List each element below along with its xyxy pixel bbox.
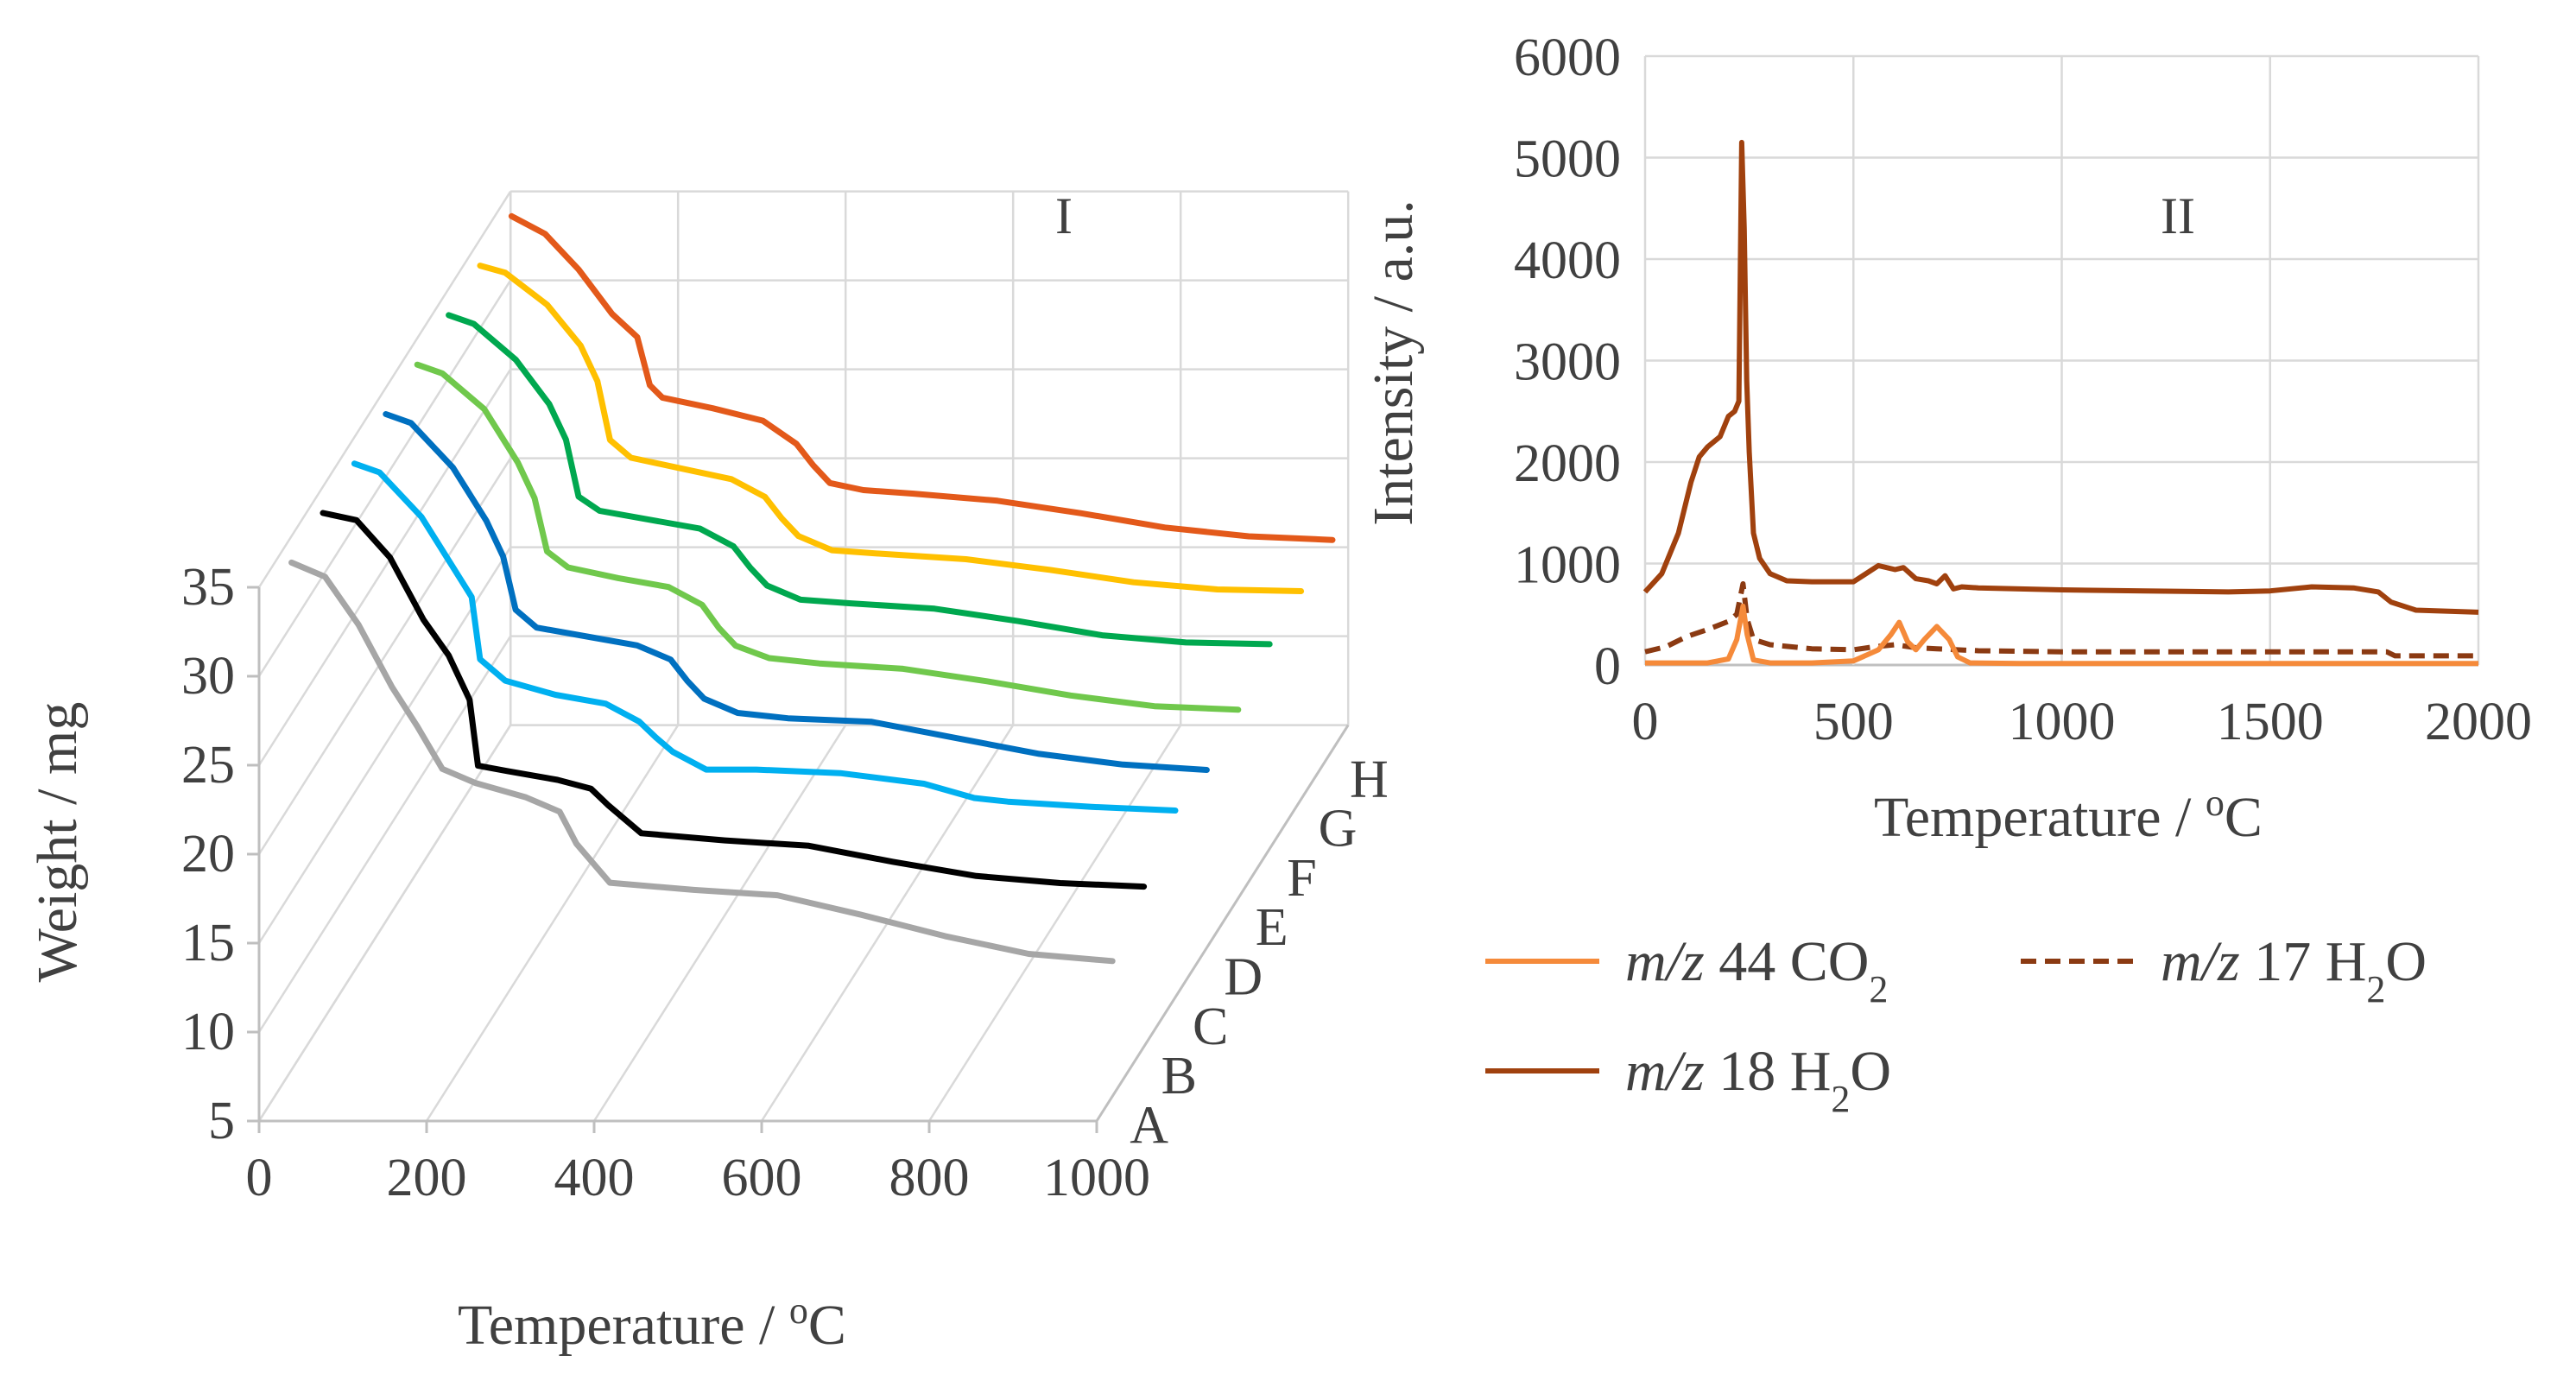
y-tick-label: 0 bbox=[1594, 637, 1621, 696]
series-line-H bbox=[508, 212, 1336, 543]
x-tick-label: 600 bbox=[722, 1149, 802, 1207]
panel-ii-y-axis-title: Intensity / a.u. bbox=[1362, 200, 1425, 526]
panel-i-grid bbox=[257, 190, 1350, 1122]
x-tick-label: 2000 bbox=[2425, 693, 2532, 751]
series-line-G bbox=[477, 263, 1305, 594]
series-label-C: C bbox=[1193, 998, 1228, 1056]
x-tick-label: 1000 bbox=[2009, 693, 2116, 751]
legend-mz: m/z bbox=[1625, 1040, 1718, 1103]
panel-ii-series-lines bbox=[1642, 139, 2479, 667]
series-label-F: F bbox=[1287, 849, 1316, 908]
side-wall-gridline bbox=[257, 190, 512, 588]
y-tick-label: 3000 bbox=[1514, 333, 1621, 392]
series-label-G: G bbox=[1319, 800, 1358, 858]
y-tick-label: 35 bbox=[181, 558, 235, 617]
legend-entry: m/z 18 H2O bbox=[1625, 1040, 1891, 1120]
y-tick-label: 6000 bbox=[1514, 28, 1621, 87]
y-tick-label: 30 bbox=[181, 647, 235, 706]
x-tick-label: 800 bbox=[889, 1149, 970, 1207]
series-line-D bbox=[383, 411, 1210, 773]
y-tick-label: 10 bbox=[181, 1003, 235, 1061]
y-tick-label: 1000 bbox=[1514, 536, 1621, 595]
y-tick-label: 20 bbox=[181, 825, 235, 884]
x-tick-label: 400 bbox=[554, 1149, 635, 1207]
panel-i-y-axis-title: Weight / mg bbox=[26, 702, 89, 983]
floor-gridline bbox=[927, 724, 1182, 1122]
series-line-m-z18-H2O bbox=[1642, 139, 2479, 615]
y-tick-label: 4000 bbox=[1514, 231, 1621, 290]
legend-entry: m/z 44 CO2 bbox=[1625, 930, 1888, 1010]
series-label-B: B bbox=[1161, 1047, 1197, 1105]
legend-subscript: 2 bbox=[1869, 968, 1888, 1010]
legend-subscript: 2 bbox=[1831, 1078, 1850, 1120]
series-line-E bbox=[414, 361, 1242, 713]
floor-gridline bbox=[425, 724, 680, 1122]
panel-i-label: I bbox=[1055, 187, 1073, 244]
y-tick-label: 5000 bbox=[1514, 130, 1621, 189]
x-tick-label: 0 bbox=[246, 1149, 273, 1207]
panel-ii-label: II bbox=[2161, 187, 2195, 244]
legend-mz: m/z bbox=[1625, 930, 1718, 993]
legend-name: 44 CO bbox=[1718, 930, 1869, 993]
legend-suffix: O bbox=[1850, 1040, 1891, 1103]
x-tick-label: 200 bbox=[387, 1149, 467, 1207]
x-tick-label: 0 bbox=[1632, 693, 1659, 751]
side-wall-gridline bbox=[257, 724, 512, 1122]
panel-ms-intensity: 0 1000 2000 3000 4000 5000 6000 0 500 1000 1500 200… bbox=[1362, 28, 2532, 1120]
legend-subscript: 2 bbox=[2366, 968, 2385, 1010]
y-tick-label: 5 bbox=[208, 1092, 235, 1150]
series-label-D: D bbox=[1224, 947, 1263, 1006]
y-tick-label: 2000 bbox=[1514, 434, 1621, 493]
x-tick-label: 500 bbox=[1813, 693, 1894, 751]
series-line-A bbox=[288, 559, 1116, 965]
panel-ii-x-axis-title: Temperature / oC bbox=[1874, 782, 2263, 850]
series-label-E: E bbox=[1256, 898, 1288, 957]
series-line-m-z17-H2O bbox=[1644, 581, 2478, 659]
side-wall-gridline bbox=[257, 457, 512, 855]
floor-gridline bbox=[592, 724, 847, 1122]
panel-i-x-axis-title: Temperature / oC bbox=[458, 1289, 846, 1358]
legend-suffix: O bbox=[2385, 930, 2427, 993]
series-line-B bbox=[320, 510, 1148, 890]
side-wall-gridline bbox=[257, 368, 512, 766]
panel-i-axes bbox=[247, 586, 1350, 1133]
legend-name: 17 H bbox=[2254, 930, 2366, 993]
y-tick-label: 25 bbox=[181, 736, 235, 795]
side-wall-gridline bbox=[257, 635, 512, 1033]
x-tick-label: 1500 bbox=[2217, 693, 2324, 751]
panel-i-series-lines bbox=[288, 212, 1336, 965]
depth-axis-line bbox=[1095, 724, 1350, 1122]
series-line-m-z44-CO2 bbox=[1645, 603, 2478, 667]
y-tick-label: 15 bbox=[181, 914, 235, 972]
series-line-F bbox=[446, 312, 1273, 648]
series-label-H: H bbox=[1350, 750, 1389, 808]
x-tick-label: 1000 bbox=[1043, 1149, 1150, 1207]
panel-ii-tick-labels: 0 1000 2000 3000 4000 5000 6000 0 500 1000 1500 200… bbox=[1514, 28, 2532, 751]
series-label-A: A bbox=[1130, 1096, 1168, 1155]
legend-name: 18 H bbox=[1718, 1040, 1831, 1103]
legend-entry: m/z 17 H2O bbox=[2161, 930, 2427, 1010]
legend-mz: m/z bbox=[2161, 930, 2254, 993]
side-wall-gridline bbox=[257, 546, 512, 944]
series-line-C bbox=[351, 460, 1179, 814]
